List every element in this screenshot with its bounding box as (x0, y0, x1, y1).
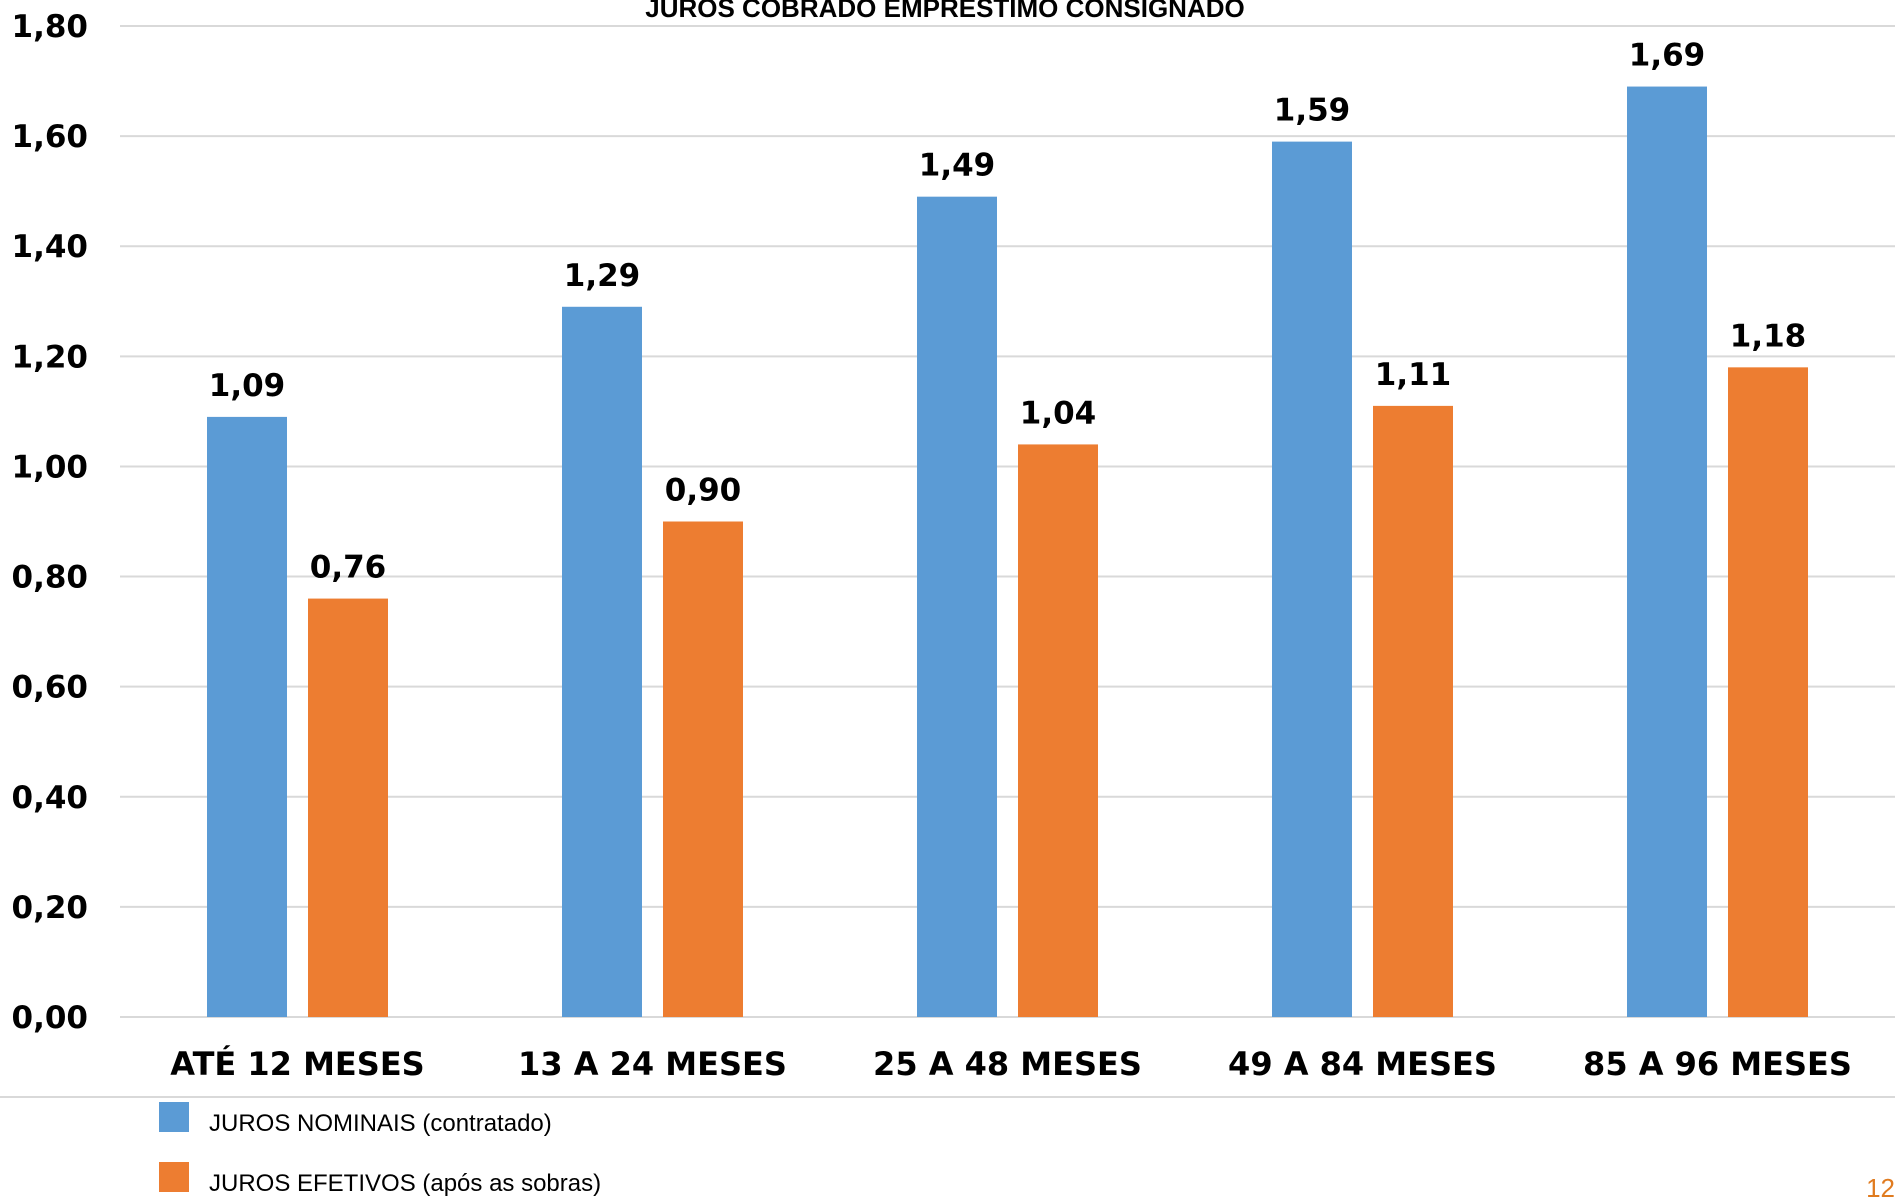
bar-efetivo (1018, 444, 1098, 1017)
y-tick-label: 1,80 (12, 9, 89, 45)
bar-efetivo (308, 598, 388, 1017)
y-tick-label: 0,00 (12, 1000, 89, 1036)
bar-efetivo (1373, 405, 1453, 1018)
bars (207, 86, 1808, 1018)
gridlines (120, 25, 1895, 1018)
y-tick-label: 1,40 (12, 229, 89, 265)
data-label: 1,18 (1730, 318, 1807, 354)
legend: JUROS NOMINAIS (contratado) JUROS EFETIVO… (159, 1102, 601, 1197)
y-tick-label: 0,20 (12, 890, 89, 926)
category-label: ATÉ 12 MESES (170, 1045, 424, 1083)
data-label: 0,90 (665, 473, 742, 509)
data-label: 1,29 (564, 258, 641, 294)
y-tick-label: 0,60 (12, 670, 89, 706)
data-labels: 1,09 0,76 1,29 0,90 1,49 1,04 1,59 1,11 1,69 1,18 (209, 38, 1807, 586)
bar-nominal (562, 306, 642, 1017)
legend-label: JUROS EFETIVOS (após as sobras) (209, 1170, 601, 1197)
bar-efetivo (663, 521, 743, 1017)
category-label: 13 A 24 MESES (518, 1045, 787, 1083)
y-tick-label: 0,80 (12, 560, 89, 596)
legend-label: JUROS NOMINAIS (contratado) (209, 1110, 552, 1137)
data-label: 1,59 (1274, 93, 1351, 129)
page-number: 12 (1866, 1173, 1895, 1199)
category-label: 25 A 48 MESES (873, 1045, 1142, 1083)
legend-swatch (159, 1102, 189, 1132)
data-label: 0,76 (310, 550, 387, 586)
bar-efetivo (1728, 367, 1808, 1017)
chart-title: JUROS COBRADO EMPRÉSTIMO CONSIGNADO (645, 0, 1245, 23)
bar-nominal (207, 416, 287, 1018)
category-label: 49 A 84 MESES (1228, 1045, 1497, 1083)
bar-nominal (1272, 141, 1352, 1017)
data-label: 1,49 (919, 148, 996, 184)
bar-nominal (917, 196, 997, 1017)
x-axis-category-labels: ATÉ 12 MESES 13 A 24 MESES 25 A 48 MESES 49… (170, 1045, 1852, 1083)
category-label: 85 A 96 MESES (1583, 1045, 1852, 1083)
data-label: 1,04 (1020, 395, 1097, 431)
y-tick-label: 1,00 (12, 449, 89, 485)
data-label: 1,11 (1375, 357, 1452, 393)
y-tick-label: 1,60 (12, 119, 89, 155)
legend-swatch (159, 1162, 189, 1192)
bar-nominal (1627, 86, 1707, 1018)
y-axis-tick-labels: 0,00 0,20 0,40 0,60 0,80 1,00 1,20 1,40 1,60 1,80 (12, 9, 89, 1036)
data-label: 1,09 (209, 368, 286, 404)
data-label: 1,69 (1629, 38, 1706, 74)
y-tick-label: 1,20 (12, 339, 89, 375)
y-tick-label: 0,40 (12, 780, 89, 816)
